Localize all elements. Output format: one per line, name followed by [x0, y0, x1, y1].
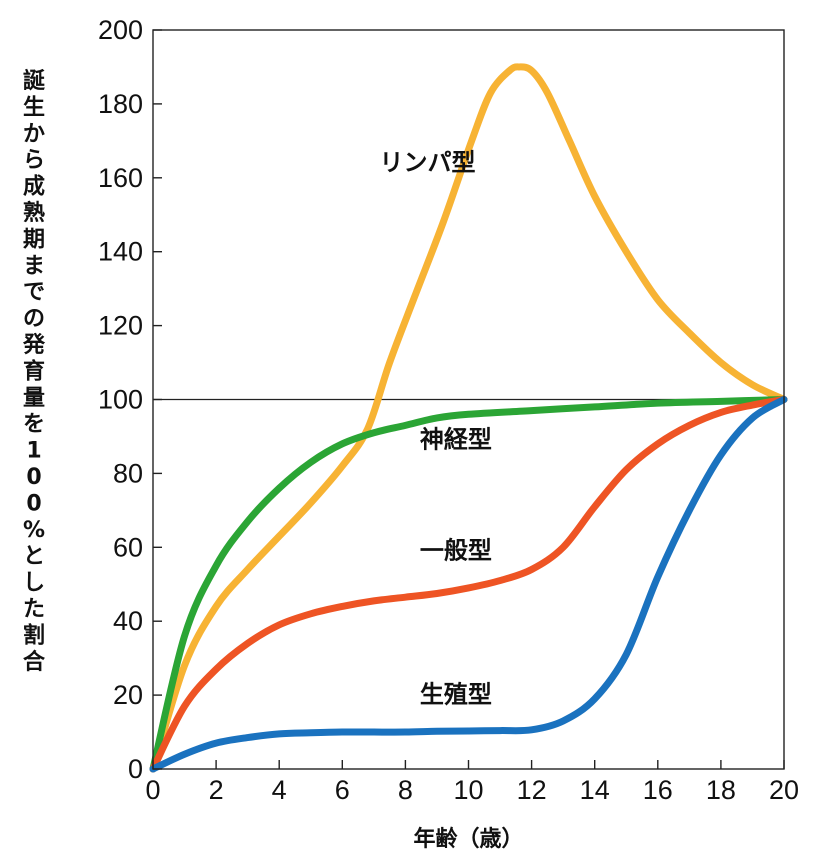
y-axis-title-char: 発 [22, 333, 46, 358]
y-axis-title-char: 熟 [23, 200, 45, 226]
y-axis-title-char: し [23, 571, 45, 596]
x-tick-label: 16 [643, 775, 673, 805]
series-label-general: 一般型 [420, 536, 492, 564]
series-line-lymphoid [149, 63, 788, 773]
series-line-neural [149, 396, 788, 773]
y-tick-label: 60 [113, 532, 143, 562]
x-tick-label: 4 [272, 775, 287, 805]
y-tick-label: 100 [98, 385, 143, 415]
y-axis-title-char: ま [23, 254, 45, 279]
series-line-reproductive [149, 396, 788, 773]
x-tick-label: 8 [398, 775, 413, 805]
y-tick-label: 80 [113, 458, 143, 488]
x-tick-label: 12 [517, 775, 547, 805]
y-axis-title-char: か [23, 122, 45, 147]
x-tick-label: 14 [580, 775, 610, 805]
y-axis-title-char: 合 [23, 649, 46, 675]
y-axis-title-char: で [23, 280, 45, 305]
y-tick-label: 160 [98, 163, 143, 193]
y-tick-label: 120 [98, 311, 143, 341]
y-axis-title-char: 誕 [23, 68, 45, 94]
y-axis-title-char: を [23, 412, 45, 437]
series-label-neural: 神経型 [420, 426, 492, 454]
axis-layer: 0 20 40 60 80 100 120 140 160 180 200 0 2 4 6 8 10 12 14 16… [98, 15, 799, 805]
y-axis-title: 誕生から成熟期までの発育量を 1 0 0 %とした割合 [22, 68, 46, 675]
series-label-reproductive: 生殖型 [420, 680, 492, 708]
y-axis-title-char: 1 [26, 439, 41, 464]
x-tick-label: 0 [145, 775, 160, 805]
y-tick-label: 140 [98, 237, 143, 267]
series-line-general [149, 396, 788, 773]
y-tick-label: 20 [113, 680, 143, 710]
y-tick-label: 180 [98, 89, 143, 119]
y-axis-title-char: 期 [23, 227, 45, 252]
y-axis-title-char: の [23, 307, 45, 332]
y-tick-label: 40 [113, 606, 143, 636]
x-tick-label: 6 [335, 775, 350, 805]
x-tick-label: 20 [769, 775, 799, 805]
y-axis-title-char: 育 [23, 358, 45, 384]
y-axis-title-char: ら [23, 148, 45, 173]
x-tick-label: 2 [209, 775, 224, 805]
y-axis-title-char: た [23, 597, 45, 622]
y-axis-title-char: % [23, 518, 45, 543]
y-axis-title-char: と [23, 544, 45, 569]
y-axis-title-char: 割 [23, 622, 45, 648]
y-axis-title-char: 成 [23, 175, 45, 200]
y-tick-label: 200 [98, 15, 143, 45]
x-axis-title: 年齢（歳） [413, 826, 523, 852]
x-tick-label: 10 [453, 775, 483, 805]
y-tick-label: 0 [128, 754, 143, 784]
y-axis-title-char: 生 [23, 95, 45, 120]
y-axis-title-char: 量 [23, 386, 45, 411]
x-tick-label: 18 [706, 775, 736, 805]
series-label-lymphoid: リンパ型 [379, 148, 475, 176]
y-axis-title-char: 0 [26, 465, 41, 490]
series-layer [149, 63, 788, 773]
y-axis-title-char: 0 [26, 491, 41, 516]
